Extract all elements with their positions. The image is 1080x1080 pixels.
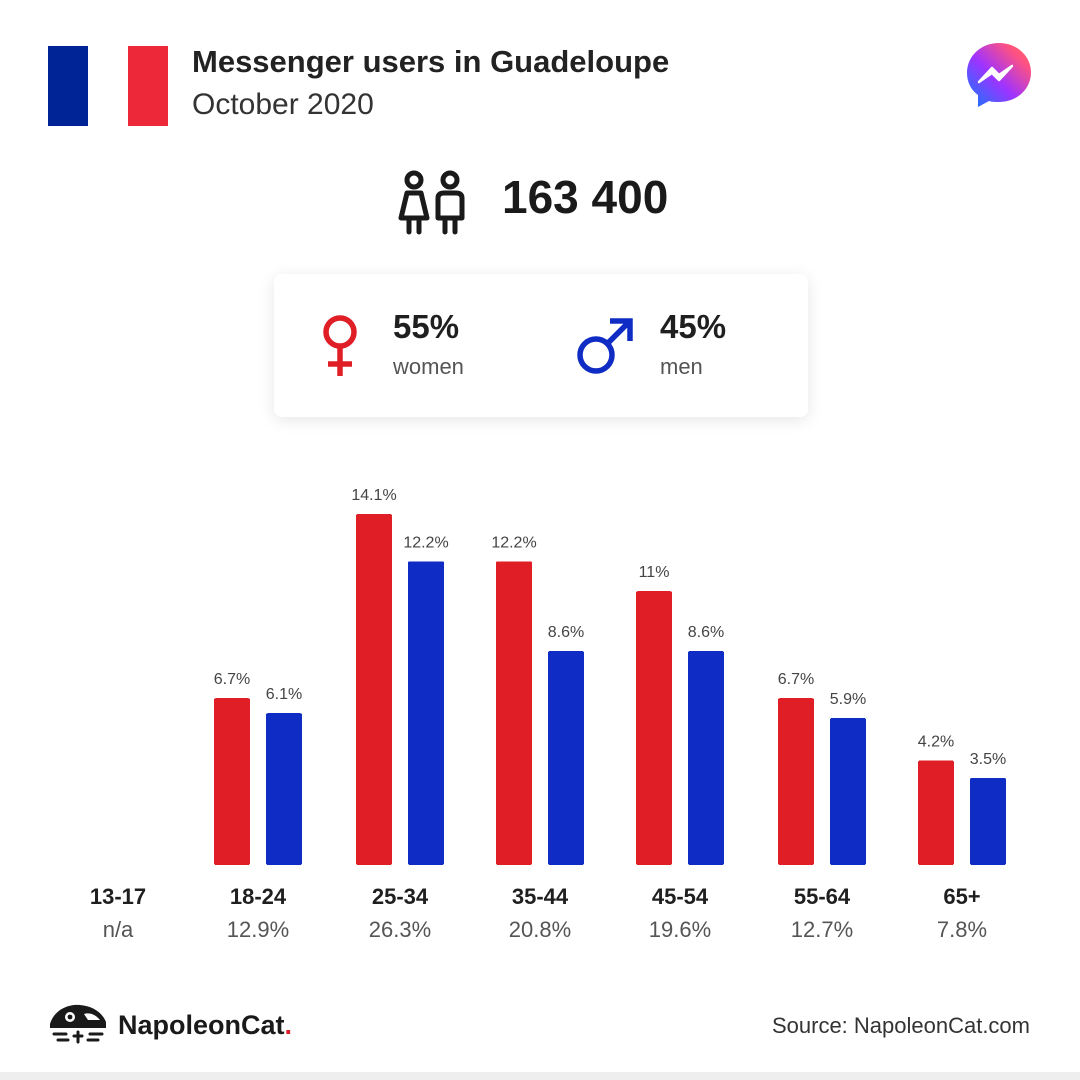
women-percent: 55% [393,308,460,345]
brand-name: NapoleonCat. [118,1010,293,1040]
age-label-13-17: 13-17 [89,884,147,909]
messenger-logo-icon [967,43,1031,107]
bar-women-18-24 [214,698,250,865]
chart-subtitle: October 2020 [192,88,374,121]
flag-red-stripe [128,46,168,126]
data-label-men-55-64: 5.9% [830,691,866,708]
female-symbol-icon [323,315,357,376]
napoleoncat-logo-icon [50,1004,106,1044]
age-label-35-44: 35-44 [511,884,569,909]
age-total-35-44: 20.8% [508,917,572,942]
bar-men-45-54 [688,650,724,865]
age-label-18-24: 18-24 [229,884,287,909]
women-label: women [393,354,464,379]
data-label-women-35-44: 12.2% [491,534,536,551]
data-label-women-45-54: 11% [639,564,670,581]
bar-women-25-34 [356,514,392,865]
bar-men-35-44 [548,650,584,865]
data-label-women-65+: 4.2% [918,733,954,750]
age-total-55-64: 12.7% [790,917,854,942]
age-label-65+: 65+ [943,884,981,909]
bar-women-35-44 [496,561,532,865]
age-label-45-54: 45-54 [651,884,709,909]
flag-blue-stripe [48,46,88,126]
data-label-men-18-24: 6.1% [266,686,302,703]
age-label-55-64: 55-64 [793,884,851,909]
age-total-13-17: n/a [102,917,134,942]
data-label-men-45-54: 8.6% [688,624,724,641]
flag-white-stripe [88,46,128,126]
chart-title: Messenger users in Guadeloupe [192,44,670,79]
age-total-65+: 7.8% [936,917,988,942]
data-label-women-55-64: 6.7% [778,671,814,688]
men-percent: 45% [660,308,727,345]
bar-men-18-24 [266,713,302,865]
men-label: men [660,354,703,379]
age-gender-bar-chart: 6.7% 6.1% 14.1% 12.2% 12.2% 8.6% 11% 8.6% 6.7% 5.… [214,487,1006,865]
brand-dot: . [284,1010,293,1040]
source-text: Source: NapoleonCat.com [771,1013,1030,1038]
bar-men-55-64 [830,718,866,865]
data-label-men-35-44: 8.6% [548,624,584,641]
bar-men-25-34 [408,561,444,865]
data-label-women-25-34: 14.1% [351,487,396,504]
total-users: 163 400 [502,171,669,223]
data-label-women-18-24: 6.7% [214,671,250,688]
bar-women-55-64 [778,698,814,865]
age-total-18-24: 12.9% [226,917,290,942]
bottom-strip [0,1072,1080,1080]
data-label-men-65+: 3.5% [970,751,1006,768]
age-total-25-34: 26.3% [368,917,432,942]
male-symbol-icon [577,318,633,374]
people-icon [398,170,465,235]
bar-women-65+ [918,760,954,865]
data-label-men-25-34: 12.2% [403,534,448,551]
bar-women-45-54 [636,591,672,865]
gender-card: 55% women 45% men [274,274,808,417]
age-total-45-54: 19.6% [648,917,712,942]
bar-men-65+ [970,777,1006,865]
age-label-25-34: 25-34 [371,884,429,909]
